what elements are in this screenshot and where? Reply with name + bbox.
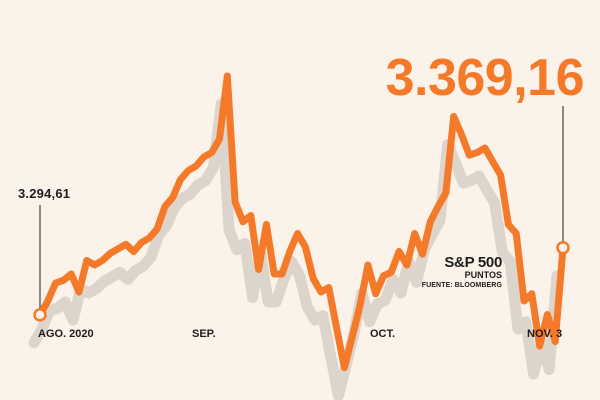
end-value-label: 3.369,16 [385, 49, 585, 107]
start-point-marker [33, 308, 47, 322]
x-tick-label-oct: OCT. [370, 328, 396, 340]
x-tick-label-aug: AGO. 2020 [38, 328, 94, 340]
source-label: FUENTE: BLOOMBERG [421, 282, 502, 289]
series-shadow-line [28, 98, 563, 400]
x-tick-label-sep: SEP. [192, 328, 216, 340]
series-line-sp500 [36, 72, 567, 372]
chart-legend: S&P 500 PUNTOS FUENTE: BLOOMBERG [412, 254, 503, 291]
x-tick-label-nov: NOV. 3 [527, 328, 563, 340]
chart-title: S&P 500 [444, 254, 502, 271]
end-point-marker [556, 241, 570, 255]
start-value-label: 3.294,61 [18, 186, 71, 201]
y-axis-unit-label: PUNTOS [464, 270, 502, 280]
